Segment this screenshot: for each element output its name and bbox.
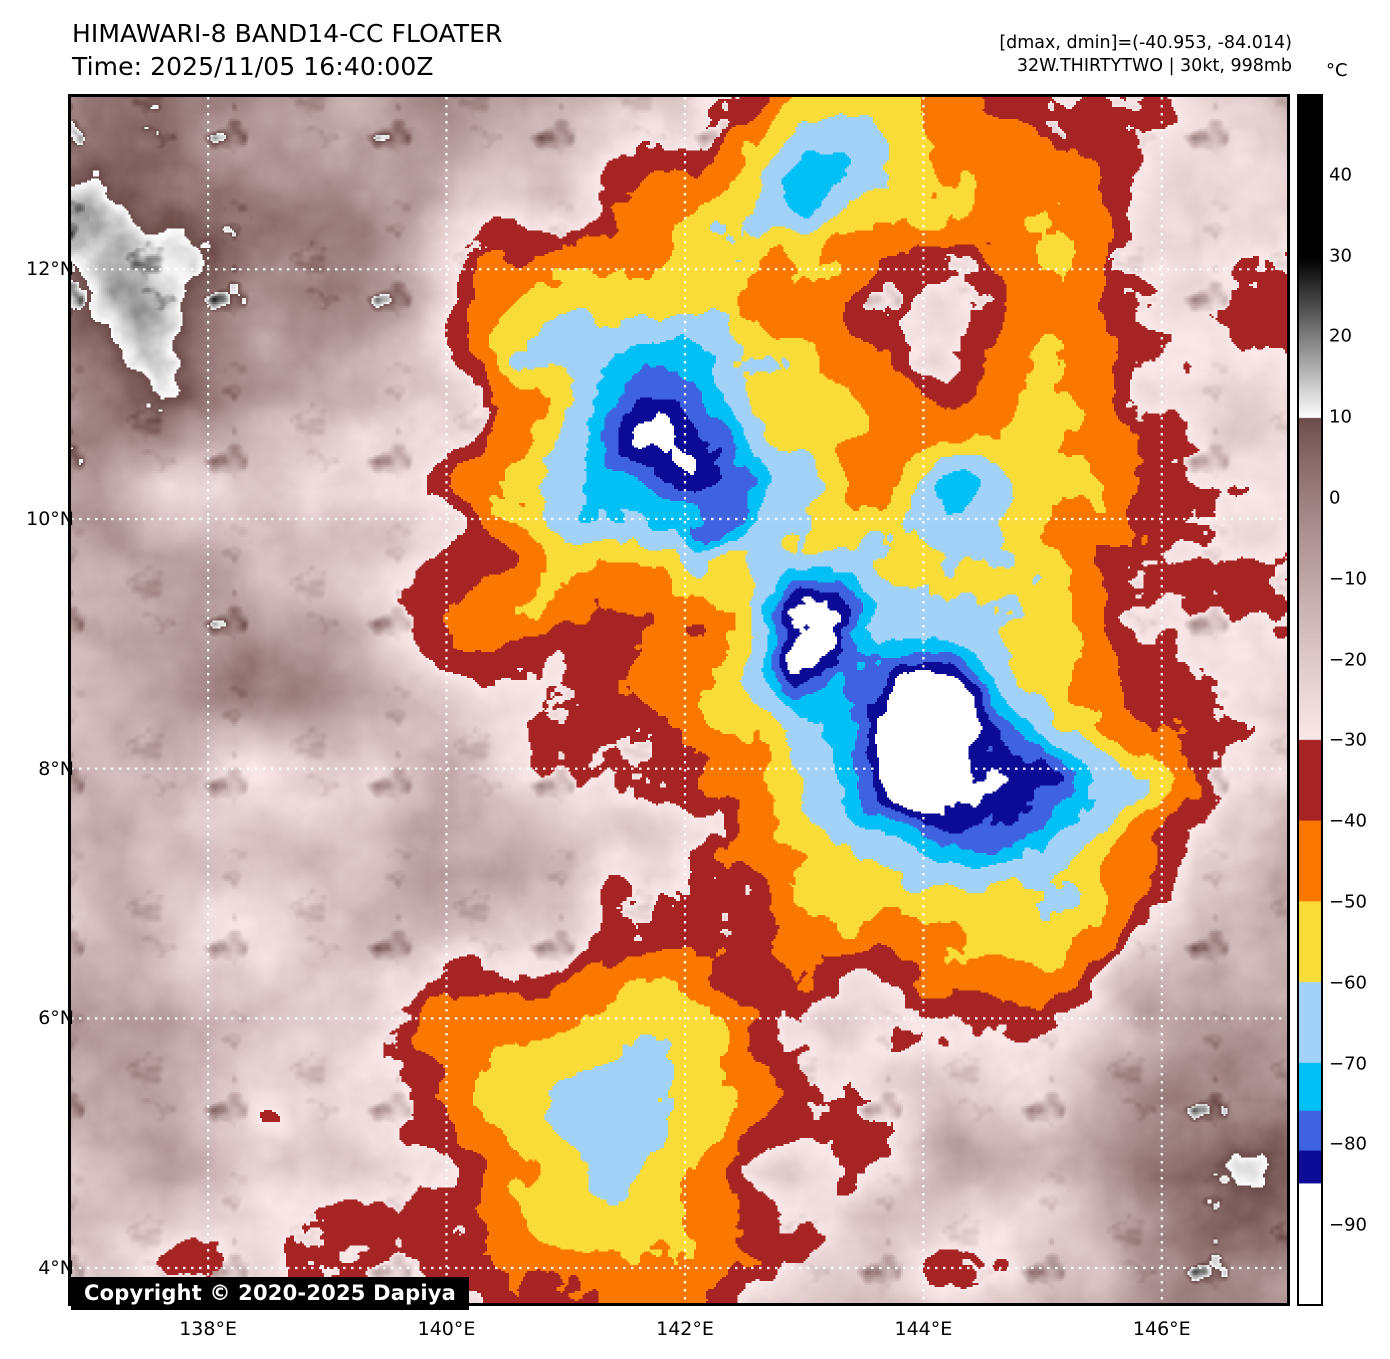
- metadata-block: [dmax, dmin]=(-40.953, -84.014) 32W.THIR…: [999, 32, 1292, 78]
- x-tick-label: 140°E: [417, 1318, 476, 1340]
- colorbar-tick: 40: [1329, 164, 1352, 186]
- colorbar-tick: −50: [1329, 891, 1367, 913]
- colorbar-tick: 0: [1329, 487, 1341, 509]
- page-title: HIMAWARI-8 BAND14-CC FLOATER: [72, 19, 503, 48]
- y-tick-label: 6°N: [38, 1007, 74, 1030]
- colorbar-tick: 20: [1329, 325, 1352, 347]
- colorbar-tick: −30: [1329, 729, 1367, 751]
- colorbar-gradient: [1299, 96, 1321, 1304]
- storm-info-label: 32W.THIRTYTWO | 30kt, 998mb: [1016, 56, 1292, 77]
- colorbar-tick: −80: [1329, 1133, 1367, 1155]
- y-tick-label: 12°N: [26, 258, 74, 281]
- dmax-dmin-label: [dmax, dmin]=(-40.953, -84.014): [999, 33, 1292, 53]
- copyright-banner: Copyright © 2020-2025 Dapiya: [71, 1277, 469, 1310]
- x-tick-label: 146°E: [1132, 1318, 1191, 1340]
- colorbar-tick: 10: [1329, 406, 1352, 428]
- colorbar-tick: −10: [1329, 568, 1367, 590]
- colorbar-tick: −20: [1329, 649, 1367, 671]
- colorbar-tick: −70: [1329, 1053, 1367, 1075]
- colorbar-tick: −60: [1329, 972, 1367, 994]
- x-tick-label: 138°E: [179, 1318, 237, 1340]
- x-tick-label: 144°E: [894, 1318, 953, 1340]
- colorbar[interactable]: [1297, 94, 1323, 1306]
- colorbar-tick: −90: [1329, 1214, 1367, 1236]
- y-tick-label: 4°N: [38, 1257, 74, 1279]
- colorbar-unit-label: °C: [1326, 60, 1348, 81]
- colorbar-tick: −40: [1329, 810, 1367, 832]
- y-tick-label: 8°N: [38, 757, 74, 780]
- satellite-image-plot[interactable]: [68, 94, 1290, 1306]
- title-block: HIMAWARI-8 BAND14-CC FLOATER Time: 2025/…: [72, 18, 503, 83]
- colorbar-tick: 30: [1329, 245, 1352, 267]
- y-tick-label: 10°N: [26, 508, 74, 530]
- timestamp-label: Time: 2025/11/05 16:40:00Z: [72, 51, 434, 81]
- satellite-imagery-canvas: [71, 97, 1287, 1303]
- x-tick-label: 142°E: [656, 1318, 714, 1340]
